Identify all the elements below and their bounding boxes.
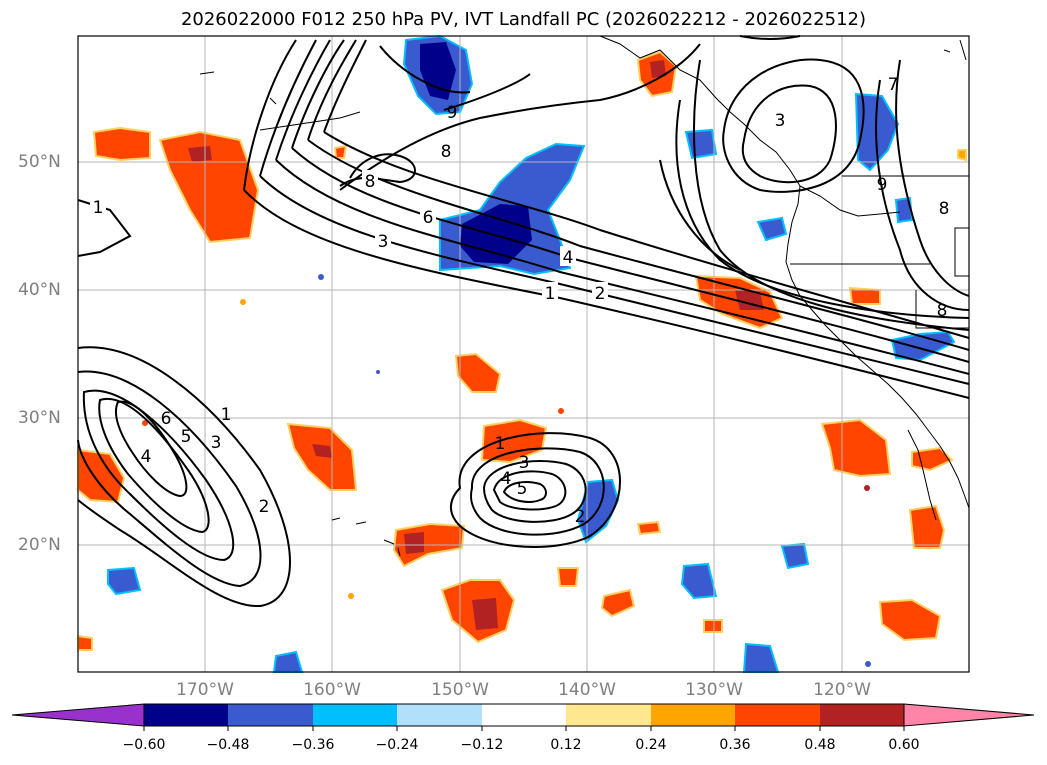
lon-label: 120°W bbox=[813, 680, 871, 700]
negative-anomaly-blobs bbox=[107, 34, 956, 673]
lat-label: 30°N bbox=[18, 408, 61, 428]
colorbar-segment bbox=[144, 704, 228, 726]
colorbar-tick-label: −0.24 bbox=[375, 737, 419, 753]
contour-label: 5 bbox=[181, 427, 192, 447]
lon-label: 150°W bbox=[431, 680, 489, 700]
contour-label: 6 bbox=[423, 208, 434, 228]
lon-label: 130°W bbox=[685, 680, 743, 700]
contour-label: 9 bbox=[877, 175, 888, 195]
colorbar-tick-label: −0.60 bbox=[122, 737, 166, 753]
colorbar bbox=[11, 703, 1035, 731]
colorbar-tick-label: 0.48 bbox=[804, 737, 836, 753]
colorbar-segment bbox=[735, 704, 820, 726]
ivt-contours bbox=[77, 35, 970, 608]
contour-label: 9 bbox=[447, 103, 458, 123]
contour-label: 1 bbox=[545, 284, 556, 304]
contour-label: 4 bbox=[501, 469, 512, 489]
lat-label: 20°N bbox=[18, 535, 61, 555]
colorbar-segment bbox=[228, 704, 313, 726]
contour-labels: 1 3 6 8 8 9 4 1 2 3 7 9 8 8 6 5 3 4 1 2 … bbox=[90, 75, 949, 527]
contour-label: 5 bbox=[517, 479, 528, 499]
contour-label: 2 bbox=[595, 284, 606, 304]
colorbar-segment bbox=[566, 704, 651, 726]
contour-label: 7 bbox=[888, 75, 899, 95]
colorbar-tick-label: 0.24 bbox=[635, 737, 667, 753]
contour-label: 8 bbox=[365, 172, 376, 192]
map-frame bbox=[77, 35, 970, 673]
lon-label: 160°W bbox=[303, 680, 361, 700]
contour-label: 1 bbox=[93, 198, 104, 218]
lon-label: 170°W bbox=[176, 680, 234, 700]
contour-label: 2 bbox=[259, 497, 270, 517]
coastlines bbox=[199, 35, 970, 557]
contour-label: 1 bbox=[495, 434, 506, 454]
colorbar-segment bbox=[651, 704, 735, 726]
contour-label: 4 bbox=[563, 248, 574, 268]
colorbar-tick-label: −0.48 bbox=[206, 737, 250, 753]
colorbar-segment bbox=[313, 704, 397, 726]
lat-label: 40°N bbox=[18, 280, 61, 300]
colorbar-tick-label: 0.12 bbox=[550, 737, 582, 753]
contour-label: 6 bbox=[161, 409, 172, 429]
contour-label: 8 bbox=[939, 199, 950, 219]
contour-label: 3 bbox=[519, 453, 530, 473]
colorbar-tick-label: 0.60 bbox=[888, 737, 920, 753]
contour-label: 4 bbox=[141, 447, 152, 467]
colorbar-tick-label: 0.36 bbox=[719, 737, 751, 753]
contour-label: 3 bbox=[211, 433, 222, 453]
colorbar-tick-label: −0.36 bbox=[291, 737, 335, 753]
colorbar-tick-label: −0.12 bbox=[460, 737, 504, 753]
contour-label: 3 bbox=[378, 232, 389, 252]
colorbar-segment bbox=[482, 704, 566, 726]
contour-label: 3 bbox=[775, 111, 786, 131]
contour-label: 1 bbox=[221, 405, 232, 425]
contour-label: 8 bbox=[937, 301, 948, 321]
colorbar-extend-high bbox=[903, 703, 1035, 727]
contour-label: 8 bbox=[441, 142, 452, 162]
colorbar-segment bbox=[820, 704, 904, 726]
lon-label: 140°W bbox=[558, 680, 616, 700]
lat-label: 50°N bbox=[18, 152, 61, 172]
colorbar-extend-low bbox=[11, 703, 145, 727]
map-title: 2026022000 F012 250 hPa PV, IVT Landfall… bbox=[180, 9, 867, 30]
pv-shaded-regions bbox=[77, 34, 967, 673]
colorbar-segment bbox=[397, 704, 482, 726]
contour-label: 2 bbox=[575, 507, 586, 527]
